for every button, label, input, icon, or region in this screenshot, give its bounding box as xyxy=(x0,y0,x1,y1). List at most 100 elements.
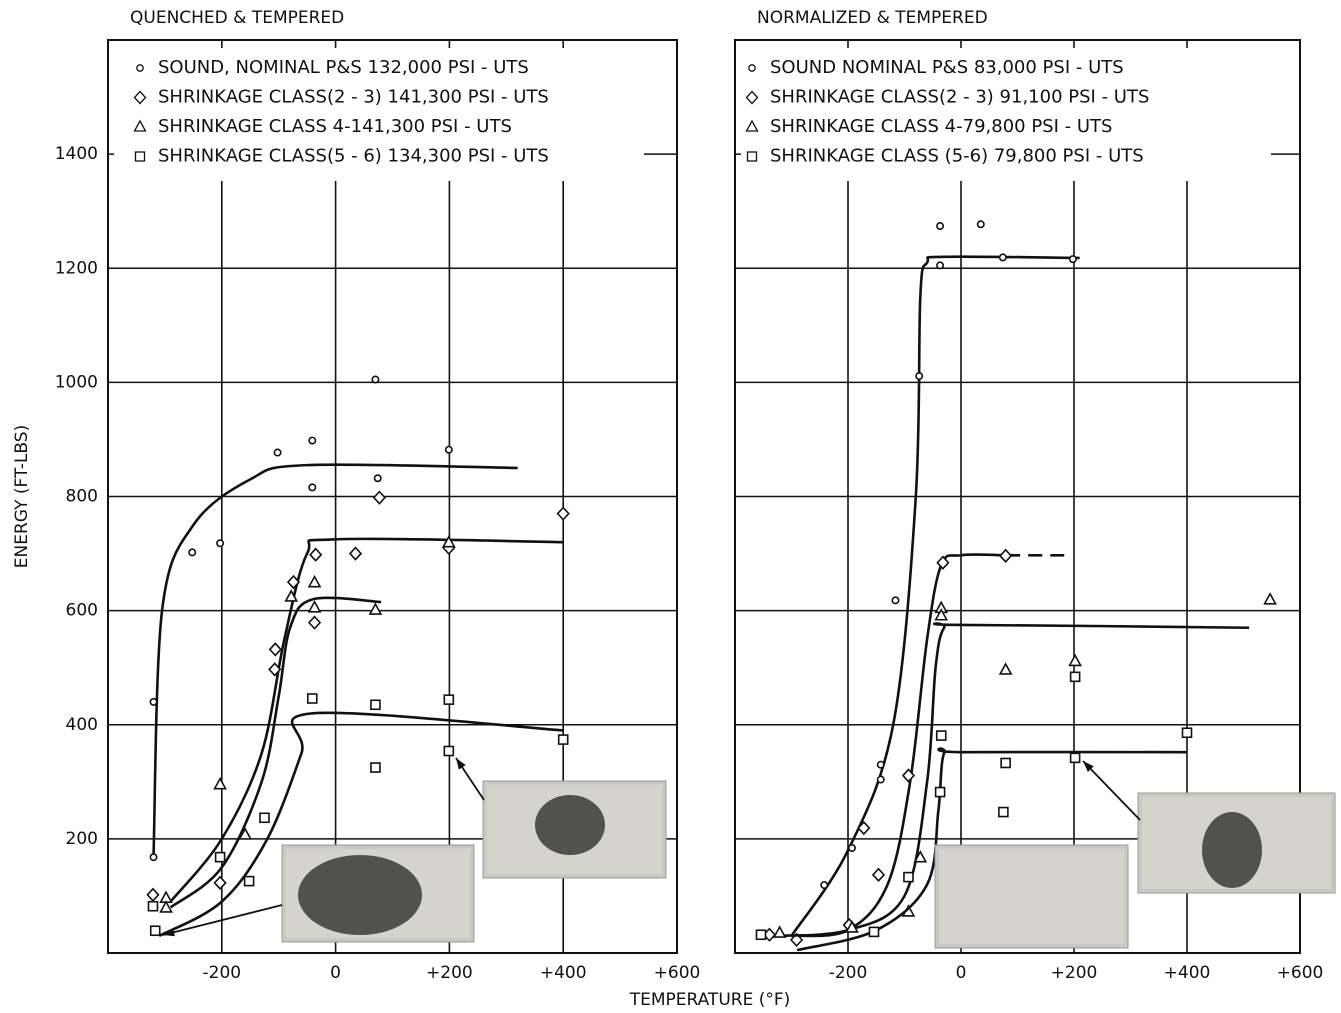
point xyxy=(243,875,255,887)
point xyxy=(159,900,173,913)
point xyxy=(1000,757,1011,769)
point xyxy=(556,506,570,521)
x-tick-label: +600 xyxy=(1277,963,1324,983)
point xyxy=(308,436,317,445)
fit-curve xyxy=(774,622,1250,938)
point xyxy=(891,596,900,605)
point xyxy=(976,220,985,229)
x-tick-label: 0 xyxy=(330,963,341,983)
point xyxy=(936,555,950,570)
photo-defect xyxy=(535,795,605,855)
x-tick-label: 0 xyxy=(956,963,967,983)
point xyxy=(745,119,759,132)
point xyxy=(136,64,144,72)
x-tick-label: +400 xyxy=(1164,963,1211,983)
point xyxy=(133,90,147,105)
chart-title: QUENCHED & TEMPERED xyxy=(130,8,344,28)
legend-label: SOUND, NOMINAL P&S 132,000 PSI - UTS xyxy=(158,57,529,78)
point xyxy=(213,777,227,790)
point xyxy=(746,151,758,162)
x-axis-label: TEMPERATURE (°F) xyxy=(629,990,791,1010)
point xyxy=(443,694,455,705)
point xyxy=(309,547,323,562)
point xyxy=(1068,653,1082,667)
point xyxy=(149,697,158,706)
y-tick-label: 800 xyxy=(66,487,98,507)
x-tick-label: -200 xyxy=(203,963,242,983)
point xyxy=(307,615,322,630)
point xyxy=(308,483,317,492)
fit-curve xyxy=(152,463,518,857)
point xyxy=(188,548,197,557)
point xyxy=(998,662,1013,675)
point xyxy=(307,575,322,588)
point xyxy=(876,760,885,769)
point xyxy=(1263,592,1277,605)
point xyxy=(1069,752,1081,764)
point xyxy=(149,925,161,937)
point xyxy=(133,119,147,132)
point xyxy=(368,602,383,615)
point xyxy=(371,375,380,384)
x-tick-label: +200 xyxy=(426,963,473,983)
point xyxy=(348,546,363,561)
photo-defect xyxy=(1202,812,1262,888)
point xyxy=(901,768,916,783)
legend-label: SOUND NOMINAL P&S 83,000 PSI - UTS xyxy=(770,57,1124,78)
point xyxy=(903,871,914,883)
point xyxy=(936,261,945,270)
arrow xyxy=(162,904,283,936)
legend-box xyxy=(114,48,644,181)
point xyxy=(748,64,756,72)
point xyxy=(134,151,146,162)
point xyxy=(443,745,455,757)
point xyxy=(913,850,928,863)
point xyxy=(876,775,885,784)
point xyxy=(370,762,381,773)
point xyxy=(149,853,158,862)
point xyxy=(238,827,252,840)
point xyxy=(373,474,382,483)
fit-curve xyxy=(169,537,564,903)
point xyxy=(772,925,787,938)
point xyxy=(1181,727,1193,739)
photo-texture xyxy=(939,849,1124,944)
point xyxy=(998,806,1009,818)
point xyxy=(745,90,759,105)
legend-box xyxy=(741,48,1271,181)
point xyxy=(871,867,886,883)
point xyxy=(934,608,949,621)
point xyxy=(259,812,270,824)
point xyxy=(306,693,318,704)
x-tick-label: +600 xyxy=(654,963,701,983)
point xyxy=(934,786,946,798)
point xyxy=(755,929,767,941)
point xyxy=(147,900,159,912)
point xyxy=(857,820,871,836)
fit-curve xyxy=(169,596,382,909)
chart-title: NORMALIZED & TEMPERED xyxy=(757,8,988,28)
point xyxy=(444,445,453,454)
point xyxy=(284,589,299,602)
point xyxy=(845,920,859,933)
legend-label: SHRINKAGE CLASS (5-6) 79,800 PSI - UTS xyxy=(770,146,1144,167)
y-tick-label: 1000 xyxy=(55,372,98,392)
point xyxy=(441,535,456,548)
legend-label: SHRINKAGE CLASS(2 - 3) 91,100 PSI - UTS xyxy=(770,87,1149,108)
point xyxy=(268,642,282,657)
point xyxy=(372,490,386,505)
point xyxy=(268,662,282,677)
x-tick-label: +400 xyxy=(540,963,587,983)
y-tick-label: 400 xyxy=(66,715,98,735)
y-tick-label: 600 xyxy=(66,601,98,621)
point xyxy=(146,887,160,902)
point xyxy=(1068,255,1077,264)
point xyxy=(868,926,880,938)
point xyxy=(286,574,301,590)
y-tick-label: 1400 xyxy=(55,144,98,164)
point xyxy=(213,875,227,890)
arrow-head xyxy=(456,758,466,770)
photo-defect xyxy=(298,855,422,935)
point xyxy=(999,548,1013,564)
